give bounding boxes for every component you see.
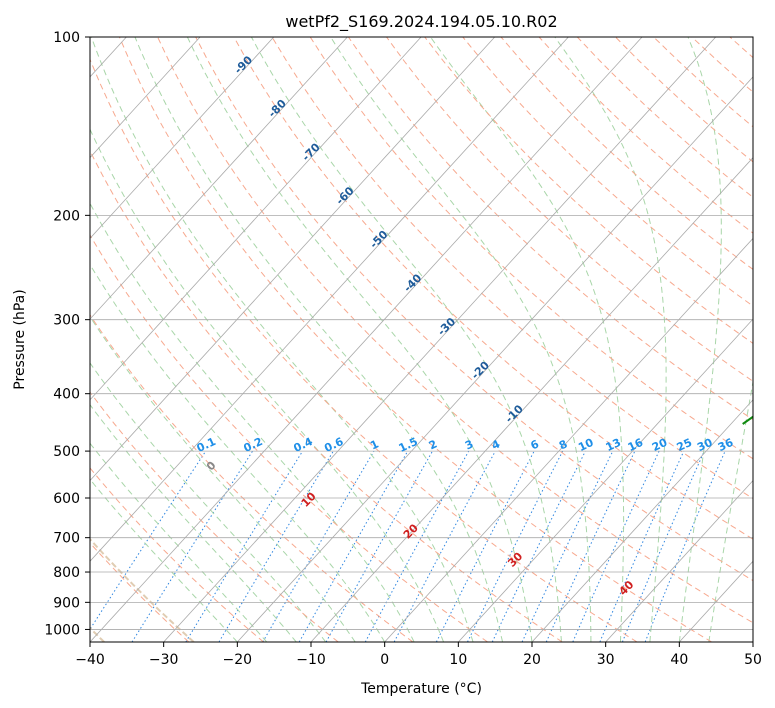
mixing-ratio-label: 20 (650, 436, 670, 454)
y-tick-label: 200 (53, 208, 80, 224)
isotherm-line (163, 37, 717, 642)
isotherms (90, 37, 753, 642)
x-axis: −40 −30 −20 −10 0 10 20 30 40 50 (75, 642, 762, 668)
mixing-ratio-label: 30 (695, 436, 715, 454)
moist-adiabat-line (678, 37, 722, 642)
isotherm-line (605, 479, 753, 642)
isotherm-line (384, 237, 753, 642)
y-tick-label: 100 (53, 30, 80, 46)
x-tick-label: 20 (523, 652, 541, 668)
y-tick-label: 1000 (44, 622, 80, 638)
moist-adiabat-line (90, 37, 474, 642)
mixing-ratio-line (90, 450, 207, 631)
dry-adiabat-line (271, 37, 753, 500)
mixing-ratio-line (467, 450, 564, 642)
x-tick-label: −10 (296, 652, 326, 668)
isotherm-line (90, 37, 569, 562)
moist-adiabat-line (90, 263, 386, 642)
dry-adiabat-line (90, 149, 563, 642)
moist-adiabats (90, 37, 753, 642)
dry-adiabat-line (118, 37, 712, 642)
x-tick-label: −30 (149, 652, 179, 668)
y-tick-label: 600 (53, 491, 80, 507)
x-tick-label: 10 (449, 652, 467, 668)
plot-area: 0.10.20.40.611.52346810131620253036-100-… (90, 37, 753, 642)
x-tick-label: 50 (744, 652, 762, 668)
mixing-ratio-line (131, 450, 254, 642)
plot-frame (89, 36, 754, 643)
mixing-ratio-label: 13 (604, 436, 623, 454)
mixing-ratio-line (364, 450, 470, 642)
moist-adiabat-line (554, 37, 667, 642)
dry-adiabat-line (309, 37, 753, 460)
isotherm-line (90, 37, 275, 239)
isotherm-line (531, 399, 753, 642)
moist-adiabat-line (250, 37, 562, 642)
moist-adiabat-line (186, 37, 533, 642)
y-axis: 1000 900 800 700 600 500 400 300 200 100 (44, 30, 90, 638)
isotherm-line (237, 76, 753, 642)
y-tick-label: 400 (53, 387, 80, 403)
mixing-ratio-label: 25 (675, 436, 694, 454)
chart-title: wetPf2_S169.2024.194.05.10.R02 (285, 12, 557, 32)
dry-adiabat-line (157, 37, 753, 624)
mixing-ratio-line (185, 450, 304, 642)
mixing-ratio-line (599, 450, 685, 642)
y-tick-label: 800 (53, 565, 80, 581)
moist-adiabat-line (90, 315, 356, 642)
isotherm-line (90, 37, 496, 482)
dry-adiabat-line (90, 542, 190, 642)
x-tick-label: 40 (670, 652, 688, 668)
mixing-ratio-label: 10 (576, 436, 596, 454)
moist-adiabat-line (90, 403, 297, 642)
dry-adiabat-line (195, 37, 753, 582)
mixing-ratio-line (621, 450, 705, 642)
isobars (90, 37, 753, 630)
isotherm-line (90, 37, 422, 401)
mixing-ratio-line (325, 450, 433, 642)
x-tick-label: 30 (597, 652, 615, 668)
y-axis-title: Pressure (hPa) (12, 289, 28, 389)
moist-adiabat-line (430, 37, 625, 642)
dry-adiabat-line (90, 58, 638, 642)
x-tick-label: −40 (75, 652, 105, 668)
moist-adiabat-line (90, 128, 445, 642)
x-axis-title: Temperature (°C) (360, 681, 482, 697)
mixing-ratio-label: 16 (626, 436, 646, 454)
moist-adiabat-line (330, 37, 592, 642)
y-tick-label: 900 (53, 595, 80, 611)
dry-adiabat-line (347, 37, 753, 421)
isotherm-line (458, 318, 753, 642)
isotherm-line (310, 157, 753, 642)
isotherm-line (90, 37, 643, 642)
mixing-ratio-label: 36 (716, 436, 736, 454)
moist-adiabat-line (134, 37, 503, 642)
isotherm-line (90, 37, 201, 159)
mixing-ratio-line (572, 450, 660, 642)
dry-adiabat-line (90, 234, 488, 642)
y-tick-label: 500 (53, 444, 80, 460)
isotherm-line (90, 37, 348, 320)
dry-adiabat-line (90, 467, 264, 642)
x-tick-label: 0 (380, 652, 389, 668)
y-tick-label: 700 (53, 531, 80, 547)
y-tick-label: 300 (53, 313, 80, 329)
x-tick-label: −20 (223, 652, 253, 668)
moist-adiabat-line (90, 362, 327, 642)
dry-adiabat-line (386, 37, 753, 382)
mixing-ratio-line (393, 450, 496, 642)
